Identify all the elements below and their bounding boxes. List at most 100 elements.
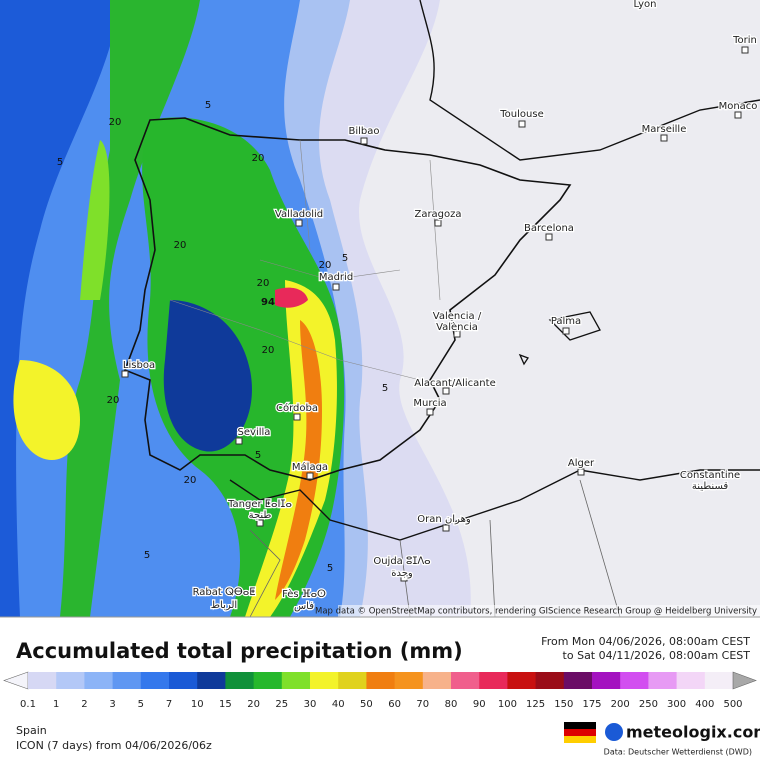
city-marker (442, 387, 450, 395)
scale-end (732, 671, 757, 690)
contour-label: 20 (174, 240, 187, 251)
contour-label: 5 (57, 157, 63, 168)
scale-swatch (56, 672, 85, 689)
scale-swatch (676, 672, 706, 689)
scale-swatch (366, 672, 396, 689)
scale-label: 3 (109, 699, 115, 710)
city-marker (235, 437, 243, 445)
city-label: Sevilla (238, 427, 271, 438)
contour-label: 20 (257, 278, 270, 289)
contour-label: 5 (255, 450, 261, 461)
city-label: Alger (568, 458, 595, 469)
scale-label: 20 (247, 699, 260, 710)
scale-swatch (451, 672, 480, 689)
city-marker (660, 134, 668, 142)
contour-label: 94 (261, 297, 275, 308)
contour-label: 20 (109, 117, 122, 128)
scale-label: 10 (191, 699, 204, 710)
city-marker (293, 413, 301, 421)
scale-label: 200 (611, 699, 630, 710)
scale-label: 500 (723, 699, 742, 710)
contour-label: 5 (327, 563, 333, 574)
city-label: قسنطينة (692, 481, 729, 492)
brand[interactable]: meteologix.com (626, 723, 760, 742)
scale-label: 50 (360, 699, 373, 710)
contour-label: 20 (184, 475, 197, 486)
city-marker (453, 330, 461, 338)
contour-label: 5 (144, 550, 150, 561)
city-label: Tanger ⵟⴰⵏⵊⴰ (227, 499, 292, 510)
city-marker (360, 137, 368, 145)
scale-swatch (648, 672, 678, 689)
city-marker (734, 111, 742, 119)
scale-swatch (479, 672, 508, 689)
scale-label: 175 (582, 699, 601, 710)
scale-label: 400 (695, 699, 714, 710)
city-label: وجدة (391, 568, 413, 579)
city-label: Valladolid (275, 209, 323, 220)
city-label: Rabat ⵕⴱⴰⵟ (193, 587, 256, 598)
city-marker (442, 524, 450, 532)
city-label: طنجة (249, 510, 272, 521)
contour-label: 5 (205, 100, 211, 111)
city-label: Torin (732, 35, 757, 46)
contour-label: 20 (107, 395, 120, 406)
city-label: الرباط (211, 600, 237, 611)
city-label: Lisboa (123, 360, 155, 371)
scale-swatch (197, 672, 226, 689)
city-marker (400, 574, 408, 582)
scale-swatch (620, 672, 649, 689)
data-source: Data: Deutscher Wetterdienst (DWD) (604, 748, 752, 757)
city-label: Monaco (719, 101, 758, 112)
scale-swatch (140, 672, 170, 689)
city-label: Málaga (292, 461, 328, 473)
scale-swatch (84, 672, 114, 689)
city-marker (518, 120, 526, 128)
city-label: Barcelona (524, 223, 574, 234)
scale-label: 1 (53, 699, 59, 710)
scale-label: 300 (667, 699, 686, 710)
city-label: Bilbao (348, 126, 379, 137)
scale-end (3, 671, 29, 690)
city-label: València (436, 321, 478, 333)
scale-swatch (563, 672, 593, 689)
scale-label: 15 (219, 699, 232, 710)
contour-label: 5 (342, 253, 348, 264)
scale-label: 150 (554, 699, 573, 710)
city-marker (121, 370, 129, 378)
scale-swatch (394, 672, 424, 689)
scale-label: 250 (639, 699, 658, 710)
scale-swatch (225, 672, 255, 689)
scale-swatch (338, 672, 367, 689)
scale-label: 100 (498, 699, 517, 710)
city-marker (332, 283, 340, 291)
city-label: Palma (551, 316, 581, 327)
city-label: Oran وهران (417, 514, 471, 525)
brand-logo (605, 723, 623, 741)
scale-label: 80 (445, 699, 458, 710)
scale-swatch (169, 672, 198, 689)
contour-label: 20 (319, 260, 332, 271)
scale-swatch (28, 672, 57, 689)
city-label: Murcia (413, 398, 446, 409)
city-label: فاس (294, 601, 314, 612)
city-marker (577, 468, 585, 476)
city-label: Oujda ⵓⵊⴷⴰ (373, 556, 430, 567)
scale-swatch (253, 672, 283, 689)
scale-swatch (112, 672, 142, 689)
color-scale: 0.1 1 2 3 5 7 10 15 20 25 30 40 50 60 70 80 90 100 125 150 1… (3, 671, 757, 710)
period-from: From Mon 04/06/2026, 08:00am CEST (541, 635, 750, 648)
legend-title: Accumulated total precipitation (mm) (16, 639, 463, 663)
city-label: Fès ⴼⴰⵙ (282, 588, 326, 600)
city-marker (295, 219, 303, 227)
city-label: Marseille (642, 124, 687, 135)
city-marker (256, 519, 264, 527)
scale-swatch (310, 672, 339, 689)
scale-label: 40 (332, 699, 345, 710)
model-run: ICON (7 days) from 04/06/2026/06z (16, 739, 212, 752)
map: Lyon Torin Monaco Bilbao Toulouse Marseille Va… (0, 0, 760, 618)
city-label: Lyon (633, 0, 656, 10)
scale-label: 125 (526, 699, 545, 710)
region: Spain (16, 724, 47, 737)
